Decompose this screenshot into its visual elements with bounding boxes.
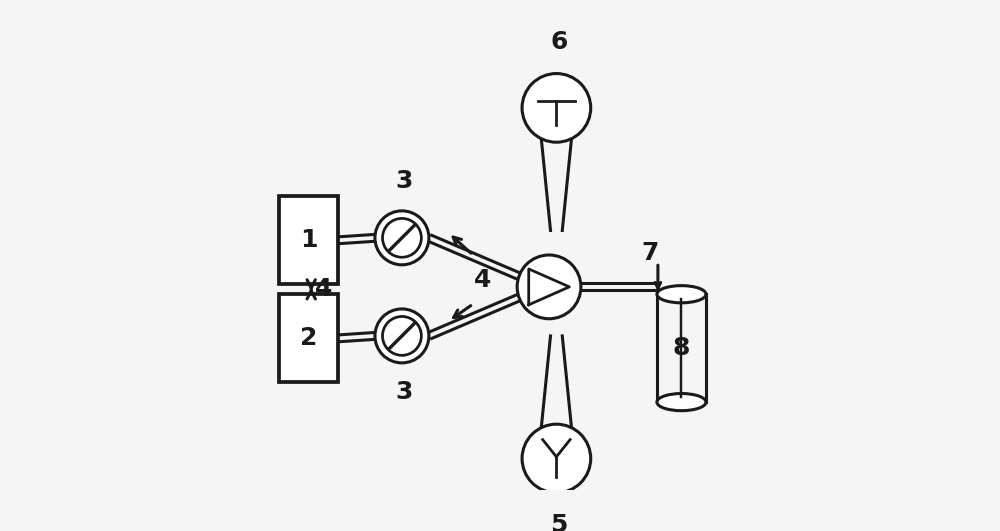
Circle shape (522, 74, 591, 142)
Ellipse shape (657, 286, 706, 303)
Text: 8: 8 (673, 336, 690, 360)
Circle shape (375, 211, 429, 265)
Circle shape (522, 424, 591, 493)
Text: 5: 5 (550, 513, 568, 531)
Circle shape (517, 255, 581, 319)
Text: 2: 2 (300, 327, 317, 350)
FancyBboxPatch shape (279, 196, 338, 285)
Circle shape (375, 309, 429, 363)
Circle shape (383, 316, 421, 355)
FancyBboxPatch shape (279, 294, 338, 382)
Text: 3: 3 (396, 380, 413, 404)
Text: 4: 4 (315, 277, 332, 301)
Text: 3: 3 (396, 169, 413, 193)
Text: 1: 1 (300, 228, 318, 252)
Text: 7: 7 (642, 241, 659, 264)
Ellipse shape (657, 393, 706, 410)
Text: 6: 6 (550, 30, 568, 54)
Circle shape (383, 218, 421, 257)
Text: 4: 4 (474, 268, 492, 292)
